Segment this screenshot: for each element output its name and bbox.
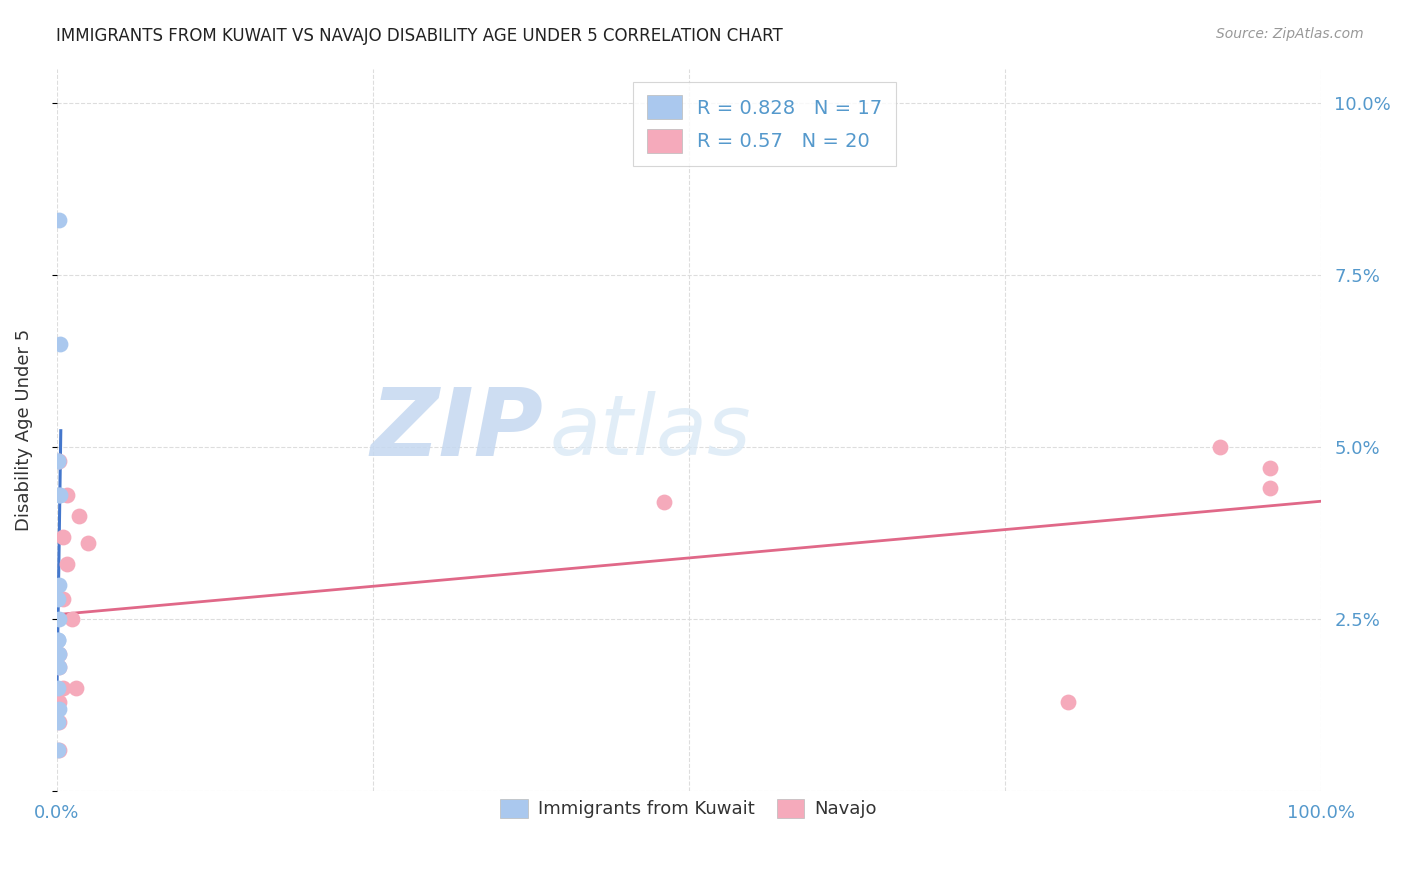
- Text: ZIP: ZIP: [371, 384, 544, 476]
- Point: [46, 591, 69, 606]
- Point: [52, 530, 75, 544]
- Point: [48, 454, 70, 468]
- Point: [48, 647, 70, 661]
- Point: [67, 508, 90, 523]
- Point: [48, 213, 70, 227]
- Point: [652, 495, 675, 509]
- Point: [1260, 482, 1282, 496]
- Point: [46, 715, 69, 730]
- Point: [1057, 695, 1080, 709]
- Point: [48, 695, 70, 709]
- Point: [60, 612, 83, 626]
- Point: [1209, 440, 1232, 454]
- Point: [48, 715, 70, 730]
- Point: [46, 632, 69, 647]
- Point: [48, 702, 70, 716]
- Point: [48, 612, 70, 626]
- Point: [46, 632, 69, 647]
- Point: [46, 454, 69, 468]
- Point: [65, 681, 87, 695]
- Point: [46, 743, 69, 757]
- Point: [55, 557, 77, 571]
- Point: [46, 454, 69, 468]
- Point: [52, 591, 75, 606]
- Point: [48, 660, 70, 674]
- Point: [48, 488, 70, 502]
- Point: [49, 336, 72, 351]
- Point: [48, 647, 70, 661]
- Point: [48, 578, 70, 592]
- Text: IMMIGRANTS FROM KUWAIT VS NAVAJO DISABILITY AGE UNDER 5 CORRELATION CHART: IMMIGRANTS FROM KUWAIT VS NAVAJO DISABIL…: [56, 27, 783, 45]
- Point: [49, 488, 72, 502]
- Text: Source: ZipAtlas.com: Source: ZipAtlas.com: [1216, 27, 1364, 41]
- Point: [46, 681, 69, 695]
- Point: [48, 743, 70, 757]
- Y-axis label: Disability Age Under 5: Disability Age Under 5: [15, 329, 32, 531]
- Legend: Immigrants from Kuwait, Navajo: Immigrants from Kuwait, Navajo: [494, 792, 884, 826]
- Point: [55, 488, 77, 502]
- Text: atlas: atlas: [550, 391, 751, 472]
- Point: [52, 681, 75, 695]
- Point: [48, 660, 70, 674]
- Point: [77, 536, 100, 550]
- Point: [1260, 460, 1282, 475]
